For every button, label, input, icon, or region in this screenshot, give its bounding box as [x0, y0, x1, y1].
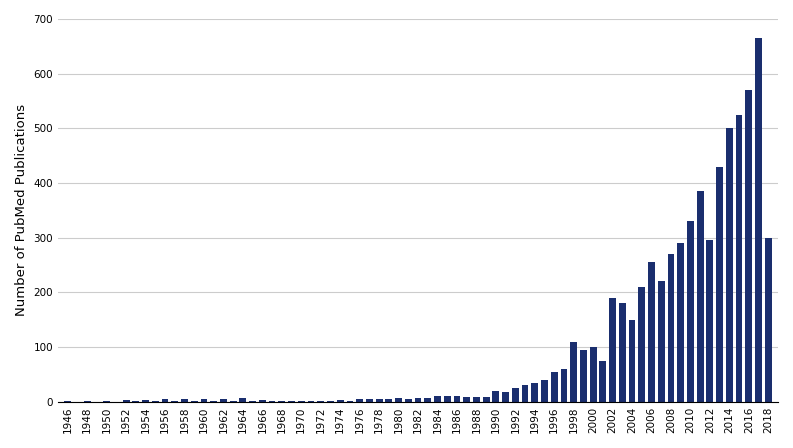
Bar — [570, 341, 577, 402]
Bar — [191, 401, 197, 402]
Bar — [123, 400, 129, 402]
Bar — [541, 380, 548, 402]
Bar — [366, 400, 373, 402]
Bar — [434, 396, 441, 402]
Bar — [220, 399, 227, 402]
Bar — [697, 191, 703, 402]
Bar — [210, 401, 217, 402]
Bar — [230, 401, 236, 402]
Bar — [64, 401, 71, 402]
Bar — [755, 38, 762, 402]
Bar — [531, 383, 538, 402]
Bar — [590, 347, 596, 402]
Bar — [356, 399, 363, 402]
Bar — [668, 254, 674, 402]
Bar — [142, 400, 149, 402]
Bar — [84, 401, 90, 402]
Bar — [648, 262, 655, 402]
Bar — [716, 167, 723, 402]
Bar — [561, 369, 567, 402]
Bar — [337, 400, 343, 402]
Bar — [736, 115, 742, 402]
Bar — [415, 398, 421, 402]
Bar — [405, 399, 412, 402]
Bar — [385, 399, 393, 402]
Bar — [687, 221, 694, 402]
Bar — [580, 350, 587, 402]
Bar — [600, 361, 607, 402]
Bar — [288, 401, 295, 402]
Bar — [376, 399, 382, 402]
Bar — [707, 241, 713, 402]
Bar — [444, 396, 450, 402]
Bar — [162, 400, 168, 402]
Bar — [677, 243, 684, 402]
Bar — [395, 398, 402, 402]
Bar — [463, 397, 470, 402]
Bar — [609, 298, 616, 402]
Bar — [201, 400, 208, 402]
Bar — [502, 392, 509, 402]
Bar — [638, 287, 646, 402]
Bar — [492, 391, 500, 402]
Bar — [308, 401, 314, 402]
Bar — [619, 303, 626, 402]
Bar — [512, 388, 519, 402]
Bar — [152, 401, 159, 402]
Bar — [473, 397, 480, 402]
Bar — [726, 128, 733, 402]
Bar — [551, 371, 557, 402]
Bar — [171, 401, 178, 402]
Bar — [278, 401, 285, 402]
Bar — [239, 398, 247, 402]
Bar — [298, 401, 305, 402]
Bar — [269, 401, 275, 402]
Bar — [522, 385, 528, 402]
Bar — [259, 400, 266, 402]
Bar — [249, 401, 256, 402]
Bar — [658, 281, 665, 402]
Bar — [483, 397, 489, 402]
Y-axis label: Number of PubMed Publications: Number of PubMed Publications — [15, 104, 28, 316]
Bar — [132, 401, 140, 402]
Bar — [745, 90, 753, 402]
Bar — [181, 399, 188, 402]
Bar — [424, 398, 431, 402]
Bar — [454, 396, 461, 402]
Bar — [327, 401, 334, 402]
Bar — [317, 401, 324, 402]
Bar — [765, 237, 772, 402]
Bar — [629, 319, 635, 402]
Bar — [103, 401, 110, 402]
Bar — [347, 401, 354, 402]
